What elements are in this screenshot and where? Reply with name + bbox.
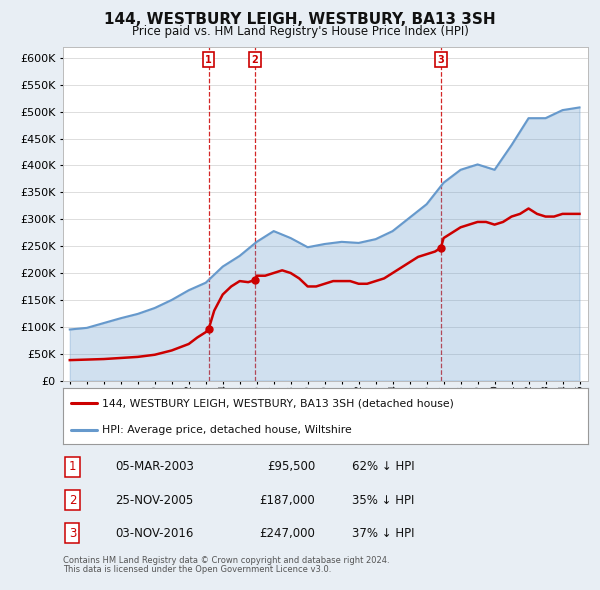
Text: 25-NOV-2005: 25-NOV-2005 [115, 493, 194, 507]
Text: 35% ↓ HPI: 35% ↓ HPI [352, 493, 414, 507]
Text: £247,000: £247,000 [259, 526, 315, 540]
Text: This data is licensed under the Open Government Licence v3.0.: This data is licensed under the Open Gov… [63, 565, 331, 574]
Text: 144, WESTBURY LEIGH, WESTBURY, BA13 3SH (detached house): 144, WESTBURY LEIGH, WESTBURY, BA13 3SH … [103, 398, 454, 408]
Text: 37% ↓ HPI: 37% ↓ HPI [352, 526, 414, 540]
Text: 2: 2 [251, 54, 259, 64]
Text: 144, WESTBURY LEIGH, WESTBURY, BA13 3SH: 144, WESTBURY LEIGH, WESTBURY, BA13 3SH [104, 12, 496, 27]
Text: 1: 1 [205, 54, 212, 64]
Text: Contains HM Land Registry data © Crown copyright and database right 2024.: Contains HM Land Registry data © Crown c… [63, 556, 389, 565]
Text: 3: 3 [69, 526, 76, 540]
Text: £95,500: £95,500 [267, 460, 315, 474]
Text: Price paid vs. HM Land Registry's House Price Index (HPI): Price paid vs. HM Land Registry's House … [131, 25, 469, 38]
Text: £187,000: £187,000 [259, 493, 315, 507]
Text: 05-MAR-2003: 05-MAR-2003 [115, 460, 194, 474]
Text: HPI: Average price, detached house, Wiltshire: HPI: Average price, detached house, Wilt… [103, 425, 352, 435]
Text: 1: 1 [69, 460, 76, 474]
Text: 03-NOV-2016: 03-NOV-2016 [115, 526, 194, 540]
Text: 2: 2 [69, 493, 76, 507]
Text: 3: 3 [437, 54, 444, 64]
Text: 62% ↓ HPI: 62% ↓ HPI [352, 460, 415, 474]
